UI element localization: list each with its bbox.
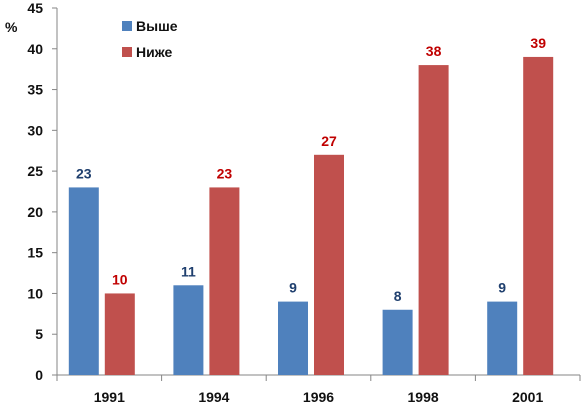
bar-value-label: 11 — [181, 263, 196, 279]
bar-nizhe — [104, 293, 135, 375]
bar-vyshe — [487, 301, 518, 375]
bars — [68, 56, 554, 375]
bar-value-label: 9 — [498, 280, 506, 296]
y-tick-label: 25 — [27, 163, 43, 179]
y-tick-label: 5 — [35, 326, 43, 342]
bar-value-label: 38 — [426, 43, 442, 59]
y-axis-label: % — [5, 19, 18, 35]
bar-nizhe — [314, 154, 344, 375]
bar-nizhe — [523, 56, 554, 375]
legend-label: Выше — [136, 18, 178, 34]
y-tick-label: 10 — [27, 285, 43, 301]
bar-nizhe — [209, 187, 240, 375]
x-tick-label: 2001 — [512, 389, 543, 405]
y-tick-label: 45 — [27, 0, 43, 16]
bar-vyshe — [173, 285, 204, 375]
legend-swatch — [122, 47, 132, 57]
bar-value-label: 39 — [530, 35, 546, 51]
bar-value-label: 27 — [321, 133, 337, 149]
bar-vyshe — [68, 187, 99, 375]
y-tick-label: 40 — [27, 41, 43, 57]
legend-label: Ниже — [136, 44, 172, 60]
x-tick-label: 1994 — [198, 389, 229, 405]
legend: Выше Ниже — [122, 18, 178, 60]
axes: 0 5 10 15 20 25 30 35 40 45 1991 1994 1996 1998 2001 — [27, 0, 581, 405]
y-tick-label: 20 — [27, 204, 43, 220]
bar-value-label: 23 — [217, 165, 233, 181]
y-tick-label: 30 — [27, 122, 43, 138]
bar-value-label: 8 — [394, 288, 402, 304]
x-tick-label: 1998 — [408, 389, 439, 405]
bar-vyshe — [382, 309, 413, 375]
x-tick-label: 1996 — [303, 389, 334, 405]
y-tick-label: 0 — [35, 367, 43, 383]
bar-value-label: 23 — [76, 165, 92, 181]
y-tick-label: 15 — [27, 245, 43, 261]
x-tick-label: 1991 — [94, 389, 125, 405]
y-tick-label: 35 — [27, 82, 43, 98]
data-labels: 23 11 9 8 9 10 23 27 38 39 — [76, 35, 546, 304]
bar-value-label: 10 — [112, 271, 128, 287]
legend-swatch — [122, 21, 132, 31]
bar-vyshe — [278, 301, 308, 375]
bar-value-label: 9 — [289, 280, 297, 296]
bar-nizhe — [418, 65, 449, 375]
